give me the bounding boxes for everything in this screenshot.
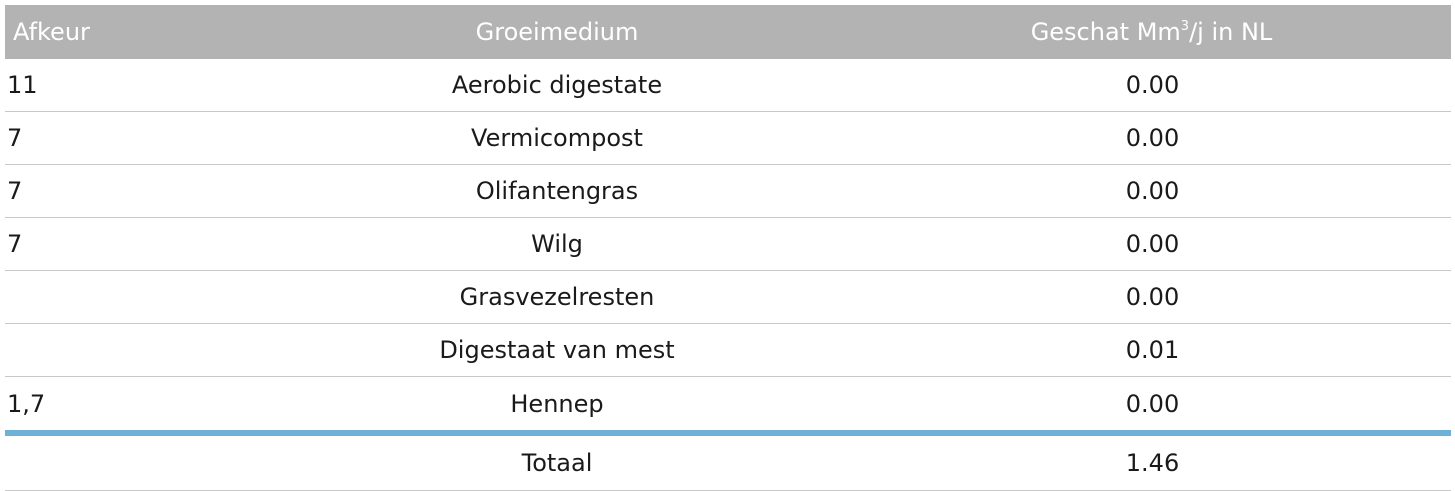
cell-groeimedium: Wilg xyxy=(531,230,583,258)
cell-geschat: 0.00 xyxy=(1125,389,1180,418)
table-header-row: Afkeur Groeimedium Geschat Mm3/j in NL xyxy=(5,5,1451,59)
cell-geschat: 0.00 xyxy=(1125,71,1180,99)
data-table: Afkeur Groeimedium Geschat Mm3/j in NL 1… xyxy=(5,5,1451,491)
table-row: Digestaat van mest 0.01 xyxy=(5,324,1451,377)
cell-groeimedium: Digestaat van mest xyxy=(439,336,675,364)
table-row: 7 Olifantengras 0.00 xyxy=(5,165,1451,218)
cell-groeimedium: Vermicompost xyxy=(471,124,643,152)
cell-afkeur: 7 xyxy=(7,124,23,152)
total-separator xyxy=(5,430,1451,436)
cell-groeimedium: Grasvezelresten xyxy=(459,283,655,311)
header-geschat-suffix: /j in NL xyxy=(1189,18,1273,46)
total-value: 1.46 xyxy=(1125,449,1180,477)
header-geschat-superscript: 3 xyxy=(1180,19,1190,34)
total-label: Totaal xyxy=(521,449,593,477)
header-groeimedium[interactable]: Groeimedium xyxy=(475,18,639,46)
table-row: 7 Vermicompost 0.00 xyxy=(5,112,1451,165)
table-row: 11 Aerobic digestate 0.00 xyxy=(5,59,1451,112)
table-row: Grasvezelresten 0.00 xyxy=(5,271,1451,324)
table-row: 7 Wilg 0.00 xyxy=(5,218,1451,271)
header-geschat-prefix: Geschat Mm xyxy=(1030,18,1181,46)
cell-geschat: 0.00 xyxy=(1125,230,1180,258)
cell-geschat: 0.00 xyxy=(1125,124,1180,152)
table-row: 1,7 Hennep 0.00 xyxy=(5,377,1451,430)
cell-geschat: 0.01 xyxy=(1125,336,1180,364)
header-geschat[interactable]: Geschat Mm3/j in NL xyxy=(854,20,1451,44)
total-row: Totaal 1.46 xyxy=(5,436,1451,491)
cell-geschat: 0.00 xyxy=(1125,283,1180,311)
cell-afkeur: 7 xyxy=(7,177,23,205)
cell-afkeur: 11 xyxy=(7,71,38,99)
cell-geschat: 0.00 xyxy=(1125,177,1180,205)
header-afkeur[interactable]: Afkeur xyxy=(13,18,90,46)
cell-afkeur: 1,7 xyxy=(7,389,46,418)
cell-groeimedium: Hennep xyxy=(510,389,604,418)
cell-groeimedium: Olifantengras xyxy=(475,177,639,205)
cell-afkeur: 7 xyxy=(7,230,23,258)
cell-groeimedium: Aerobic digestate xyxy=(451,71,663,99)
